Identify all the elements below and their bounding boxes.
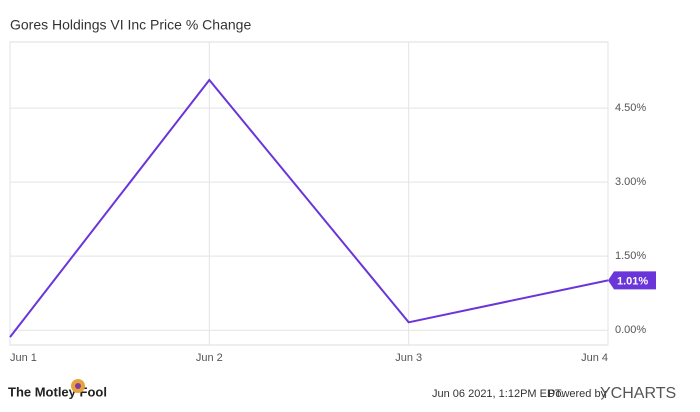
x-tick-label: Jun 2 (196, 352, 223, 364)
x-tick-label: Jun 4 (581, 352, 608, 364)
brand: YCHARTS (600, 385, 676, 402)
chart-title: Gores Holdings VI Inc Price % Change (10, 17, 251, 33)
powered-by: Powered by (548, 388, 607, 400)
logo-icon (75, 383, 81, 389)
y-tick-label: 0.00% (615, 324, 646, 336)
y-tick-label: 3.00% (615, 176, 646, 188)
y-tick-label: 1.50% (615, 250, 646, 262)
line (9, 78, 609, 338)
timestamp: Jun 06 2021, 1:12PM EDT. (432, 388, 563, 400)
x-tick-label: Jun 1 (10, 352, 37, 364)
value-label-box (608, 271, 656, 290)
logo-text: The Motley Fool (8, 384, 107, 399)
x-tick-label: Jun 3 (395, 352, 422, 364)
value-label: 1.01% (617, 275, 648, 287)
y-tick-label: 4.50% (615, 102, 646, 114)
